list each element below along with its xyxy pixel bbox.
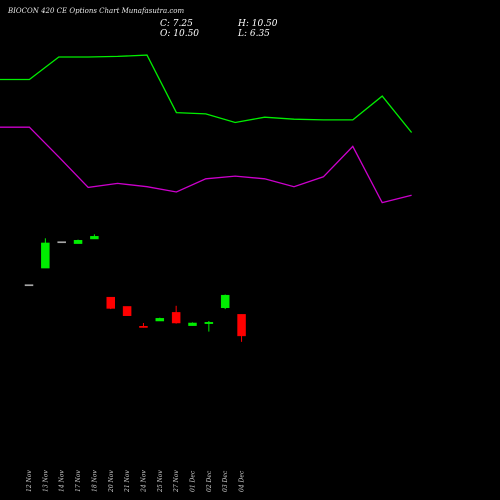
date-tick-label: 17 Nov: [75, 470, 82, 492]
date-tick-label: 03 Dec: [222, 470, 229, 492]
upper-band-line: [0, 54, 413, 133]
lower-band-line: [0, 126, 412, 204]
candle-body: [24, 284, 34, 287]
date-tick-label: 02 Dec: [206, 470, 213, 492]
open-readout: O: 10.50: [160, 29, 200, 39]
candle-body: [90, 236, 99, 240]
candle-body: [139, 326, 148, 328]
date-tick-label: 18 Nov: [91, 470, 98, 492]
candle-body: [122, 306, 132, 316]
candle-body: [204, 322, 214, 324]
candle-body: [57, 241, 66, 244]
candle-body: [106, 296, 115, 309]
candle-body: [188, 322, 197, 326]
date-tick-label: 12 Nov: [26, 470, 33, 492]
candle-body: [220, 294, 230, 309]
high-readout: H: 10.50: [238, 19, 278, 29]
date-tick-label: 04 Dec: [239, 470, 246, 492]
chart-title: BIOCON 420 CE Options Chart Munafasutra.…: [8, 7, 185, 15]
date-tick-label: 27 Nov: [173, 470, 180, 493]
low-readout: L: 6.35: [238, 29, 270, 39]
date-tick-label: 21 Nov: [124, 470, 131, 493]
candle-body: [155, 318, 165, 322]
date-tick-label: 25 Nov: [157, 470, 164, 493]
candle-body: [41, 242, 50, 269]
candle-body: [73, 240, 83, 244]
close-readout: C: 7.25: [160, 19, 193, 29]
candle-body: [171, 312, 181, 324]
date-tick-label: 20 Nov: [108, 470, 115, 493]
date-tick-label: 01 Dec: [190, 470, 197, 492]
date-tick-label: 24 Nov: [140, 470, 147, 493]
candle-body: [237, 314, 246, 337]
date-tick-label: 14 Nov: [59, 470, 66, 492]
date-tick-label: 13 Nov: [42, 470, 49, 492]
